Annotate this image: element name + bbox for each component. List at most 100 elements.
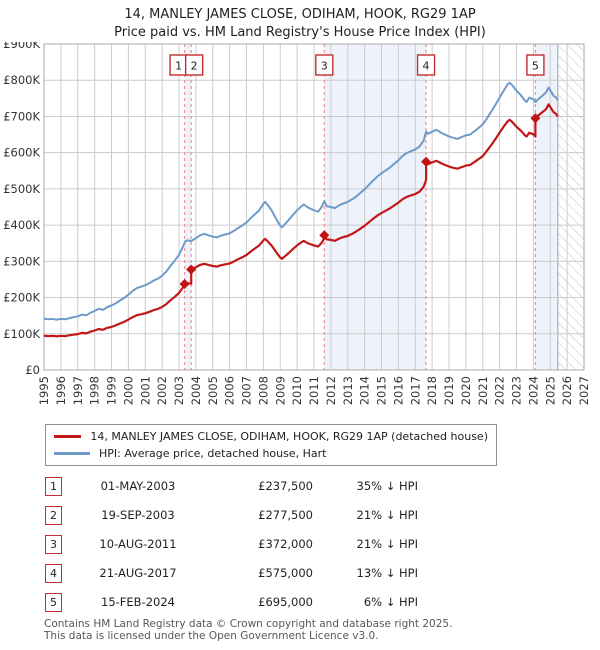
sale-date: 01-MAY-2003	[100, 479, 176, 493]
x-axis-tick-label: 2024	[526, 376, 540, 405]
x-axis-tick-label: 2001	[138, 376, 152, 405]
legend-label-property: 14, MANLEY JAMES CLOSE, ODIHAM, HOOK, RG…	[90, 430, 488, 443]
property-line	[43, 103, 559, 338]
sale-date: 15-FEB-2024	[101, 595, 175, 609]
sale-date: 10-AUG-2011	[99, 537, 177, 551]
legend-label-hpi: HPI: Average price, detached house, Hart	[99, 447, 327, 460]
sale-row: 4 21-AUG-2017 £575,000 13% ↓ HPI	[45, 563, 418, 583]
y-axis-tick-label: £700K	[3, 109, 40, 123]
sale-price: £695,000	[258, 595, 313, 609]
x-axis-tick-label: 2018	[425, 376, 439, 405]
sale-marker	[421, 156, 432, 167]
x-axis-tick-label: 2010	[290, 376, 304, 405]
x-axis-tick-label: 2002	[155, 376, 169, 405]
sale-row: 2 19-SEP-2003 £277,500 21% ↓ HPI	[45, 505, 418, 525]
footer-line-2: This data is licensed under the Open Gov…	[44, 629, 379, 642]
x-axis-tick-label: 2013	[341, 376, 355, 405]
sale-vs-hpi: 6% ↓ HPI	[363, 595, 418, 609]
x-axis-tick-label: 2025	[543, 376, 557, 405]
sale-marker	[179, 278, 190, 289]
page-title: 14, MANLEY JAMES CLOSE, ODIHAM, HOOK, RG…	[124, 7, 476, 22]
x-axis-tick-label: 2008	[256, 376, 270, 405]
sale-number-box-label: 4	[423, 60, 430, 73]
sale-number-badge: 5	[45, 592, 62, 612]
sale-price: £372,000	[258, 537, 313, 551]
sale-row: 3 10-AUG-2011 £372,000 21% ↓ HPI	[45, 534, 418, 554]
y-axis-tick-label: £800K	[3, 73, 40, 87]
y-axis-tick-label: £300K	[3, 254, 40, 268]
x-axis-tick-label: 2026	[560, 376, 574, 405]
sale-number-badge: 3	[45, 534, 62, 554]
sale-vs-hpi: 21% ↓ HPI	[356, 537, 418, 551]
sale-number-box	[526, 54, 545, 76]
footer-line-1: Contains HM Land Registry data © Crown c…	[44, 618, 453, 630]
x-axis-tick-label: 2022	[493, 376, 507, 405]
sale-number-box	[315, 54, 334, 76]
x-axis-tick-label: 2006	[223, 376, 237, 405]
sale-number-box	[416, 54, 436, 76]
y-axis-tick-label: £0	[25, 363, 40, 377]
x-axis-tick-label: 2004	[189, 376, 203, 405]
x-axis-tick-label: 2023	[510, 376, 524, 405]
x-axis-tick-label: 2021	[476, 376, 490, 405]
x-axis-tick-label: 2020	[459, 376, 473, 405]
sale-number-box-label: 2	[191, 60, 198, 73]
x-axis-tick-label: 1998	[88, 376, 102, 405]
x-axis-tick-label: 2015	[375, 376, 389, 405]
sale-date: 21-AUG-2017	[99, 566, 177, 580]
sale-number-box-label: 1	[175, 60, 182, 73]
legend-row-hpi: HPI: Average price, detached house, Hart	[46, 445, 496, 462]
x-axis-tick-label: 2016	[391, 376, 405, 405]
sale-vs-hpi: 13% ↓ HPI	[356, 566, 418, 580]
y-axis-tick-label: £500K	[3, 182, 40, 196]
y-axis-tick-label: £200K	[3, 291, 40, 305]
y-axis-tick-label: £400K	[3, 218, 40, 232]
x-axis-tick-label: 2019	[442, 376, 456, 405]
plot-border	[43, 43, 585, 371]
sales-table: 1 01-MAY-2003 £237,500 35% ↓ HPI 2 19-SEP-200…	[45, 476, 418, 621]
hpi-line-swatch	[54, 452, 90, 455]
x-axis-tick-label: 2003	[172, 376, 186, 405]
sale-number-badge: 4	[45, 563, 62, 583]
x-axis-tick-label: 1999	[105, 376, 119, 405]
y-axis-tick-label: £600K	[3, 146, 40, 160]
y-axis-tick-label: £100K	[3, 327, 40, 341]
sale-vs-hpi: 21% ↓ HPI	[356, 508, 418, 522]
ownership-band	[535, 44, 558, 370]
legend-row-property: 14, MANLEY JAMES CLOSE, ODIHAM, HOOK, RG…	[46, 428, 496, 445]
future-hatch	[557, 44, 584, 370]
sale-number-box-label: 5	[532, 60, 539, 73]
sale-marker	[186, 264, 197, 275]
sale-price: £575,000	[258, 566, 313, 580]
sale-number-box-label: 3	[321, 60, 328, 73]
x-axis-tick-label: 1997	[71, 376, 85, 405]
x-axis-tick-label: 2009	[273, 376, 287, 405]
x-axis-tick-label: 2007	[240, 376, 254, 405]
sale-marker	[530, 113, 541, 124]
sale-number-box	[184, 54, 204, 76]
ownership-band	[184, 44, 192, 370]
sale-row: 1 01-MAY-2003 £237,500 35% ↓ HPI	[45, 476, 418, 496]
page-subtitle: Price paid vs. HM Land Registry's House …	[114, 25, 486, 40]
sale-price: £237,500	[258, 479, 313, 493]
chart-legend: 14, MANLEY JAMES CLOSE, ODIHAM, HOOK, RG…	[45, 424, 497, 466]
hpi-line	[43, 81, 559, 321]
x-axis-tick-label: 2014	[358, 376, 372, 405]
y-axis-tick-label: £900K	[3, 42, 40, 51]
x-axis-tick-label: 2000	[121, 376, 135, 405]
sale-vs-hpi: 35% ↓ HPI	[356, 479, 418, 493]
sale-price: £277,500	[258, 508, 313, 522]
x-axis-tick-label: 2005	[206, 376, 220, 405]
x-axis-tick-label: 1995	[37, 376, 51, 405]
x-axis-tick-label: 1996	[54, 376, 68, 405]
sale-number-badge: 1	[45, 476, 62, 496]
x-axis-tick-label: 2017	[408, 376, 422, 405]
sale-date: 19-SEP-2003	[101, 508, 175, 522]
x-axis-tick-label: 2027	[577, 376, 591, 405]
property-line-swatch	[54, 435, 82, 438]
sale-marker	[319, 230, 330, 241]
sale-row: 5 15-FEB-2024 £695,000 6% ↓ HPI	[45, 592, 418, 612]
sale-number-badge: 2	[45, 505, 62, 525]
x-axis-tick-label: 2011	[307, 376, 321, 405]
